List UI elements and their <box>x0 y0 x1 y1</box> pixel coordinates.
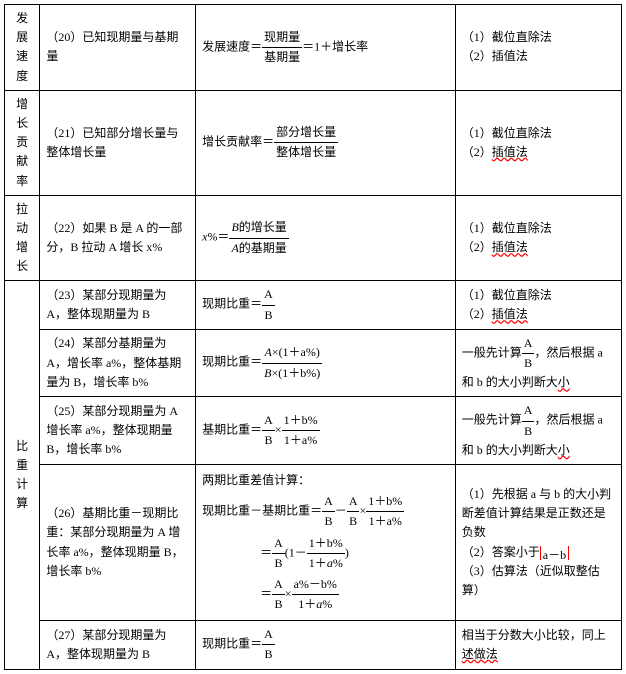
table-row: （27）某部分现期量为 A，整体现期量为 B现期比重＝AB相当于分数大小比较，同… <box>5 621 622 669</box>
formula-cell: x%＝B的增长量A的基期量 <box>196 195 456 281</box>
method-cell: （1）截位直除法（2）插值法 <box>455 90 621 195</box>
method-cell: （1）截位直除法（2）插值法 <box>455 195 621 281</box>
condition-cell: （20）已知现期量与基期量 <box>40 5 196 91</box>
method-cell: （1）截位直除法（2）插值法 <box>455 281 621 329</box>
table-row: 拉动增长（22）如果 B 是 A 的一部分，B 拉动 A 增长 x%x%＝B的增… <box>5 195 622 281</box>
method-cell: （1）先根据 a 与 b 的大小判断差值计算结果是正数还是负数（2）答案小于a－… <box>455 464 621 620</box>
formula-table: 发展速度（20）已知现期量与基期量发展速度＝现期量基期量＝1＋增长率（1）截位直… <box>4 4 622 670</box>
formula-cell: 现期比重＝A×(1＋a%)B×(1＋b%) <box>196 329 456 397</box>
condition-cell: （22）如果 B 是 A 的一部分，B 拉动 A 增长 x% <box>40 195 196 281</box>
table-row: 增长贡献率（21）已知部分增长量与整体增长量增长贡献率＝部分增长量整体增长量（1… <box>5 90 622 195</box>
condition-cell: （24）某部分基期量为 A，增长率 a%，整体基期量为 B，增长率 b% <box>40 329 196 397</box>
table-row: 发展速度（20）已知现期量与基期量发展速度＝现期量基期量＝1＋增长率（1）截位直… <box>5 5 622 91</box>
formula-cell: 现期比重＝AB <box>196 281 456 329</box>
table-body: 发展速度（20）已知现期量与基期量发展速度＝现期量基期量＝1＋增长率（1）截位直… <box>5 5 622 670</box>
table-row: （25）某部分现期量为 A 增长率 a%，整体现期量 B，增长率 b%基期比重＝… <box>5 397 622 465</box>
condition-cell: （25）某部分现期量为 A 增长率 a%，整体现期量 B，增长率 b% <box>40 397 196 465</box>
table-row: 比重计算（23）某部分现期量为 A，整体现期量为 B现期比重＝AB（1）截位直除… <box>5 281 622 329</box>
condition-cell: （26）基期比重－现期比重：某部分现期量为 A 增长率 a%，整体现期量 B，增… <box>40 464 196 620</box>
condition-cell: （27）某部分现期量为 A，整体现期量为 B <box>40 621 196 669</box>
condition-cell: （23）某部分现期量为 A，整体现期量为 B <box>40 281 196 329</box>
category-cell: 拉动增长 <box>5 195 40 281</box>
formula-cell: 基期比重＝AB×1＋b%1＋a% <box>196 397 456 465</box>
method-cell: （1）截位直除法（2）插值法 <box>455 5 621 91</box>
category-cell: 发展速度 <box>5 5 40 91</box>
formula-cell: 现期比重＝AB <box>196 621 456 669</box>
category-cell: 增长贡献率 <box>5 90 40 195</box>
formula-cell: 增长贡献率＝部分增长量整体增长量 <box>196 90 456 195</box>
formula-cell: 两期比重差值计算：现期比重－基期比重＝AB－AB×1＋b%1＋a%＝AB(1－1… <box>196 464 456 620</box>
table-row: （26）基期比重－现期比重：某部分现期量为 A 增长率 a%，整体现期量 B，增… <box>5 464 622 620</box>
table-row: （24）某部分基期量为 A，增长率 a%，整体基期量为 B，增长率 b%现期比重… <box>5 329 622 397</box>
method-cell: 一般先计算AB，然后根据 a 和 b 的大小判断大小 <box>455 397 621 465</box>
category-cell: 比重计算 <box>5 281 40 669</box>
method-cell: 一般先计算AB，然后根据 a 和 b 的大小判断大小 <box>455 329 621 397</box>
method-cell: 相当于分数大小比较，同上述做法 <box>455 621 621 669</box>
formula-cell: 发展速度＝现期量基期量＝1＋增长率 <box>196 5 456 91</box>
condition-cell: （21）已知部分增长量与整体增长量 <box>40 90 196 195</box>
